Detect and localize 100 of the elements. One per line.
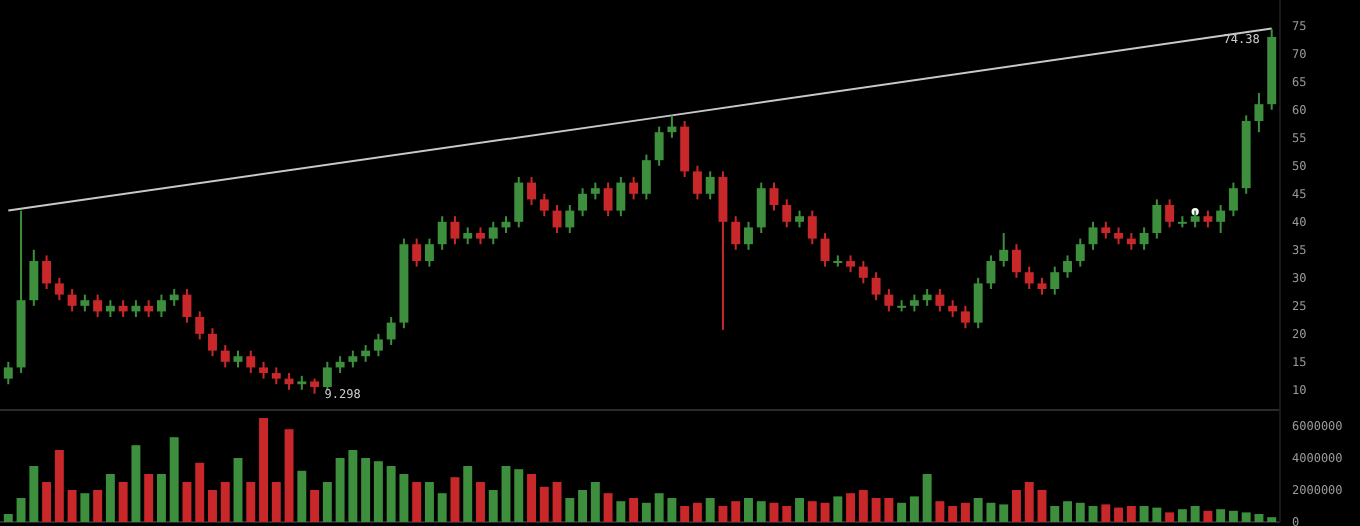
candlestick: [29, 248, 39, 307]
bar: [948, 506, 958, 522]
bar: [412, 482, 422, 522]
bar: [3, 514, 13, 522]
candlestick: [424, 237, 434, 268]
bar: [999, 504, 1009, 522]
bar: [284, 429, 294, 522]
candlestick: [565, 204, 575, 235]
bar: [514, 469, 524, 522]
bar: [195, 462, 205, 522]
bar: [169, 437, 179, 522]
candlestick: [782, 198, 792, 229]
bar: [565, 498, 575, 522]
bar: [616, 501, 626, 522]
candlestick: [1139, 226, 1149, 251]
candlestick: [603, 181, 613, 218]
bar: [1114, 507, 1124, 522]
bar: [1126, 506, 1136, 522]
bar: [80, 493, 90, 522]
bar: [1190, 506, 1200, 522]
bar: [156, 474, 166, 522]
candlestick: [322, 360, 332, 391]
bar: [960, 502, 970, 522]
bar: [527, 474, 536, 522]
candlestick: [54, 276, 64, 302]
candlestick: [807, 209, 817, 246]
candlestick: [999, 232, 1009, 268]
candlestick: [705, 170, 715, 201]
candlestick: [986, 254, 996, 291]
bar: [935, 501, 945, 522]
bar: [208, 490, 217, 522]
candlestick: [412, 237, 422, 268]
bar: [259, 418, 268, 522]
candlestick: [1063, 254, 1072, 279]
bar: [590, 482, 600, 522]
candlestick: [1012, 243, 1021, 279]
bar: [67, 490, 77, 522]
bar: [1216, 509, 1226, 522]
candlestick: [93, 293, 103, 319]
bar: [93, 490, 103, 522]
bar: [424, 482, 434, 522]
candlestick: [718, 170, 728, 331]
bar: [897, 502, 907, 522]
candlestick: [1254, 91, 1264, 134]
candlestick: [195, 310, 205, 341]
bar: [501, 466, 511, 522]
bar: [578, 490, 588, 522]
bar: [488, 490, 498, 522]
candlestick: [692, 164, 702, 201]
bar: [1063, 501, 1072, 522]
bar: [629, 498, 639, 522]
bar: [1177, 509, 1187, 522]
candlestick: [208, 327, 217, 358]
bar: [1037, 490, 1047, 522]
bar: [437, 493, 447, 522]
bar: [310, 490, 320, 522]
bar: [603, 493, 613, 522]
candlestick: [220, 344, 230, 369]
bar: [54, 450, 64, 522]
bar: [756, 501, 766, 522]
bar: [641, 502, 651, 522]
candlestick: [731, 215, 741, 251]
candlestick: [386, 316, 396, 347]
candlestick: [3, 360, 13, 386]
bar: [807, 501, 817, 522]
bar: [1165, 512, 1175, 522]
bar: [476, 482, 485, 522]
candlestick: [1024, 265, 1034, 291]
bar: [373, 461, 383, 522]
candlestick: [450, 215, 460, 246]
bar: [246, 482, 256, 522]
bar: [552, 482, 562, 522]
bar: [144, 474, 154, 522]
candlestick: [578, 187, 588, 218]
candlestick: [820, 232, 830, 268]
bar: [1024, 482, 1034, 522]
candlestick: [1088, 220, 1098, 251]
candlestick: [42, 254, 52, 291]
candlestick: [552, 204, 562, 235]
candlestick: [246, 349, 256, 375]
candlestick: [769, 181, 779, 212]
candlestick: [833, 254, 843, 268]
candlestick: [1228, 181, 1238, 218]
bar: [909, 496, 919, 522]
candlestick: [641, 153, 651, 201]
bar: [1101, 504, 1111, 522]
candlestick: [667, 114, 677, 139]
candlestick: [871, 271, 881, 302]
candlestick: [960, 304, 970, 330]
bar: [820, 502, 830, 522]
candlestick: [744, 220, 753, 251]
bar: [1050, 506, 1060, 522]
candlestick: [616, 175, 626, 218]
bar: [833, 496, 843, 522]
bar: [118, 482, 128, 522]
candlestick: [182, 288, 192, 324]
candlestick: [629, 175, 639, 201]
candlestick: [935, 288, 945, 313]
candlestick: [756, 181, 766, 235]
candlestick: [67, 288, 77, 313]
